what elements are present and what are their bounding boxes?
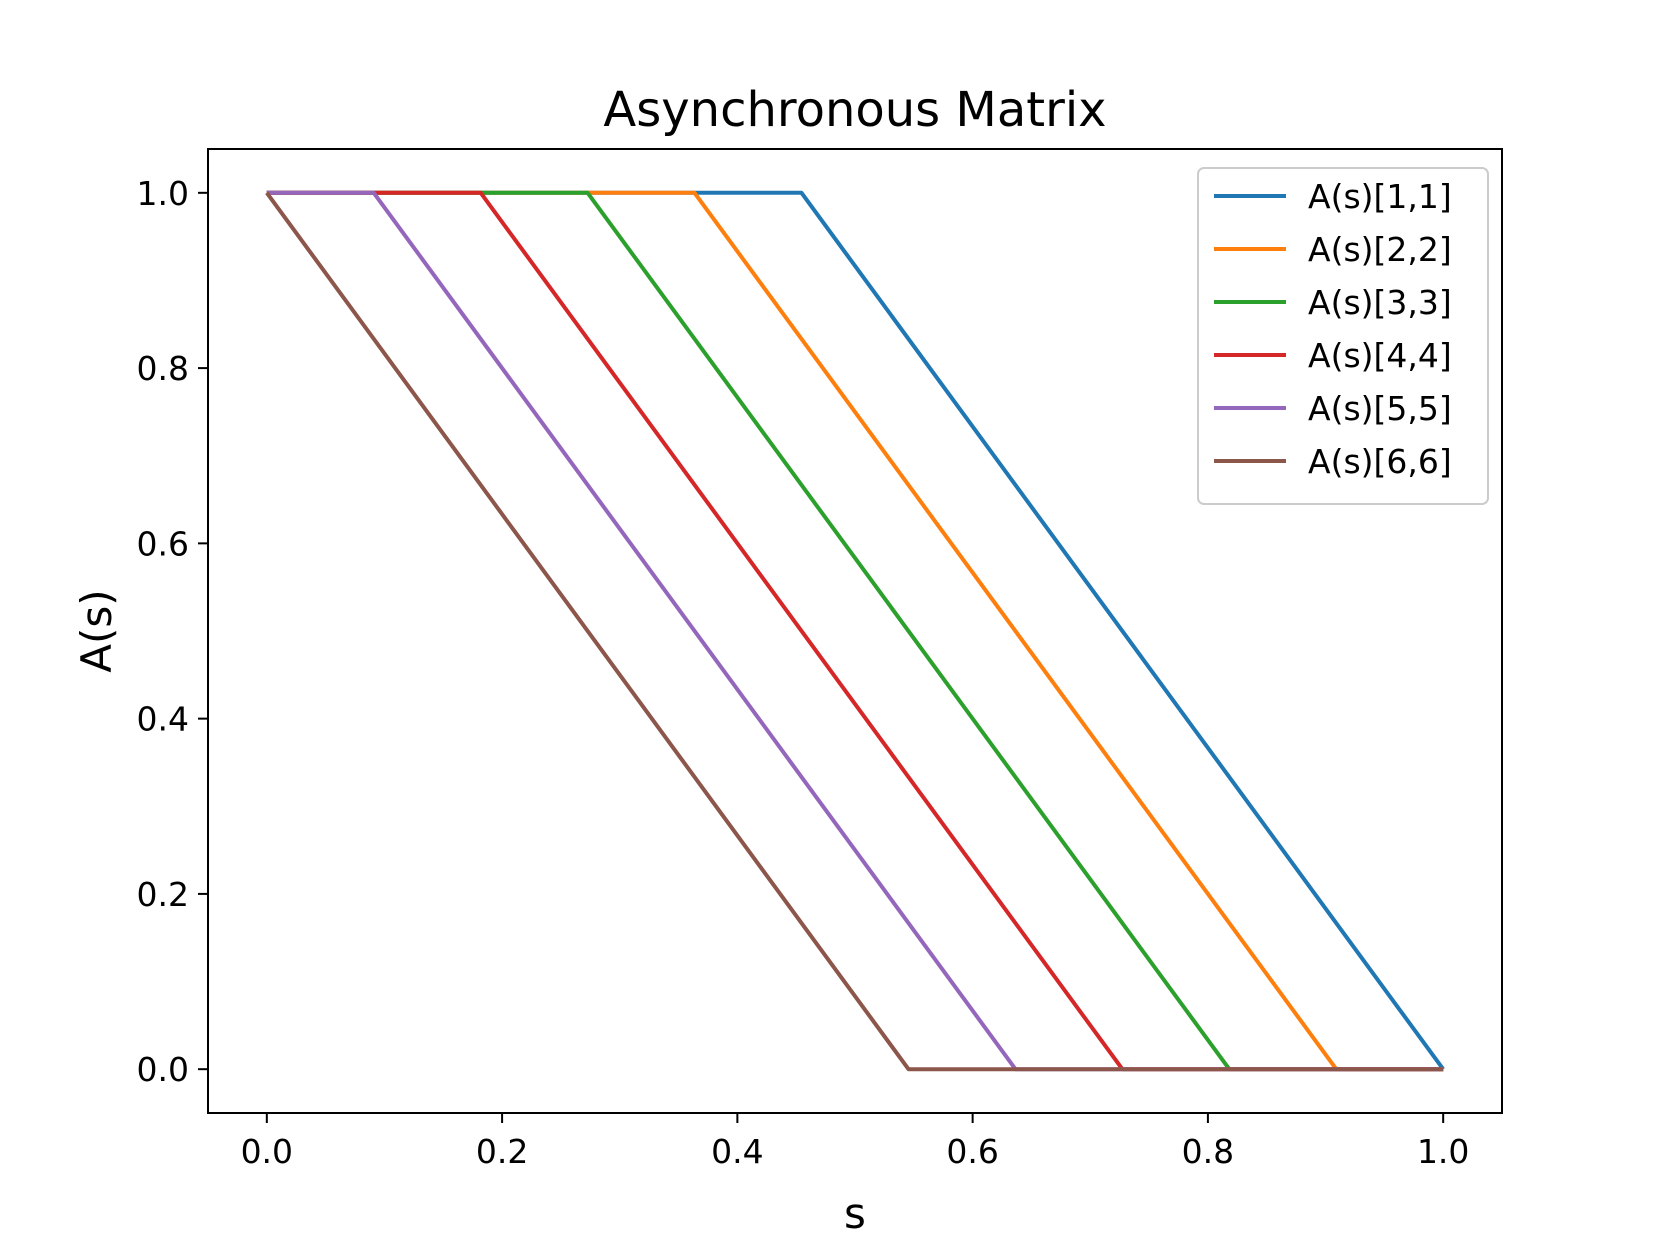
legend: A(s)[1,1] A(s)[2,2] A(s)[3,3] A(s)[4,4] A(s)… (1197, 167, 1489, 505)
y-axis-label: A(s) (72, 589, 121, 672)
legend-label: A(s)[3,3] (1308, 283, 1452, 322)
x-tick-label: 0.2 (476, 1132, 528, 1171)
legend-label: A(s)[2,2] (1308, 230, 1452, 269)
legend-label: A(s)[6,6] (1308, 442, 1452, 481)
plot-frame (207, 148, 1503, 1114)
y-tick-label: 0.0 (137, 1050, 189, 1089)
y-tick-label: 0.6 (137, 524, 189, 563)
series-layer (265, 190, 1445, 1072)
y-axis: 0.0 0.2 0.4 0.6 0.8 1.0 (137, 174, 208, 1089)
legend-box (1197, 167, 1489, 505)
y-tick-label: 1.0 (137, 174, 189, 213)
x-axis: 0.0 0.2 0.4 0.6 0.8 1.0 (241, 1113, 1469, 1171)
x-axis-label: s (844, 1189, 866, 1238)
legend-label: A(s)[4,4] (1308, 336, 1452, 375)
x-tick-label: 0.4 (711, 1132, 763, 1171)
x-tick-label: 0.6 (946, 1132, 998, 1171)
x-tick-label: 1.0 (1417, 1132, 1469, 1171)
y-tick-label: 0.8 (137, 349, 189, 388)
legend-label: A(s)[1,1] (1308, 177, 1452, 216)
y-tick-label: 0.2 (137, 875, 189, 914)
x-tick-label: 0.0 (241, 1132, 293, 1171)
chart-title: Asynchronous Matrix (603, 82, 1106, 138)
legend-label: A(s)[5,5] (1308, 389, 1452, 428)
y-tick-label: 0.4 (137, 700, 189, 739)
x-tick-label: 0.8 (1182, 1132, 1234, 1171)
series-line-6 (265, 191, 1444, 1072)
